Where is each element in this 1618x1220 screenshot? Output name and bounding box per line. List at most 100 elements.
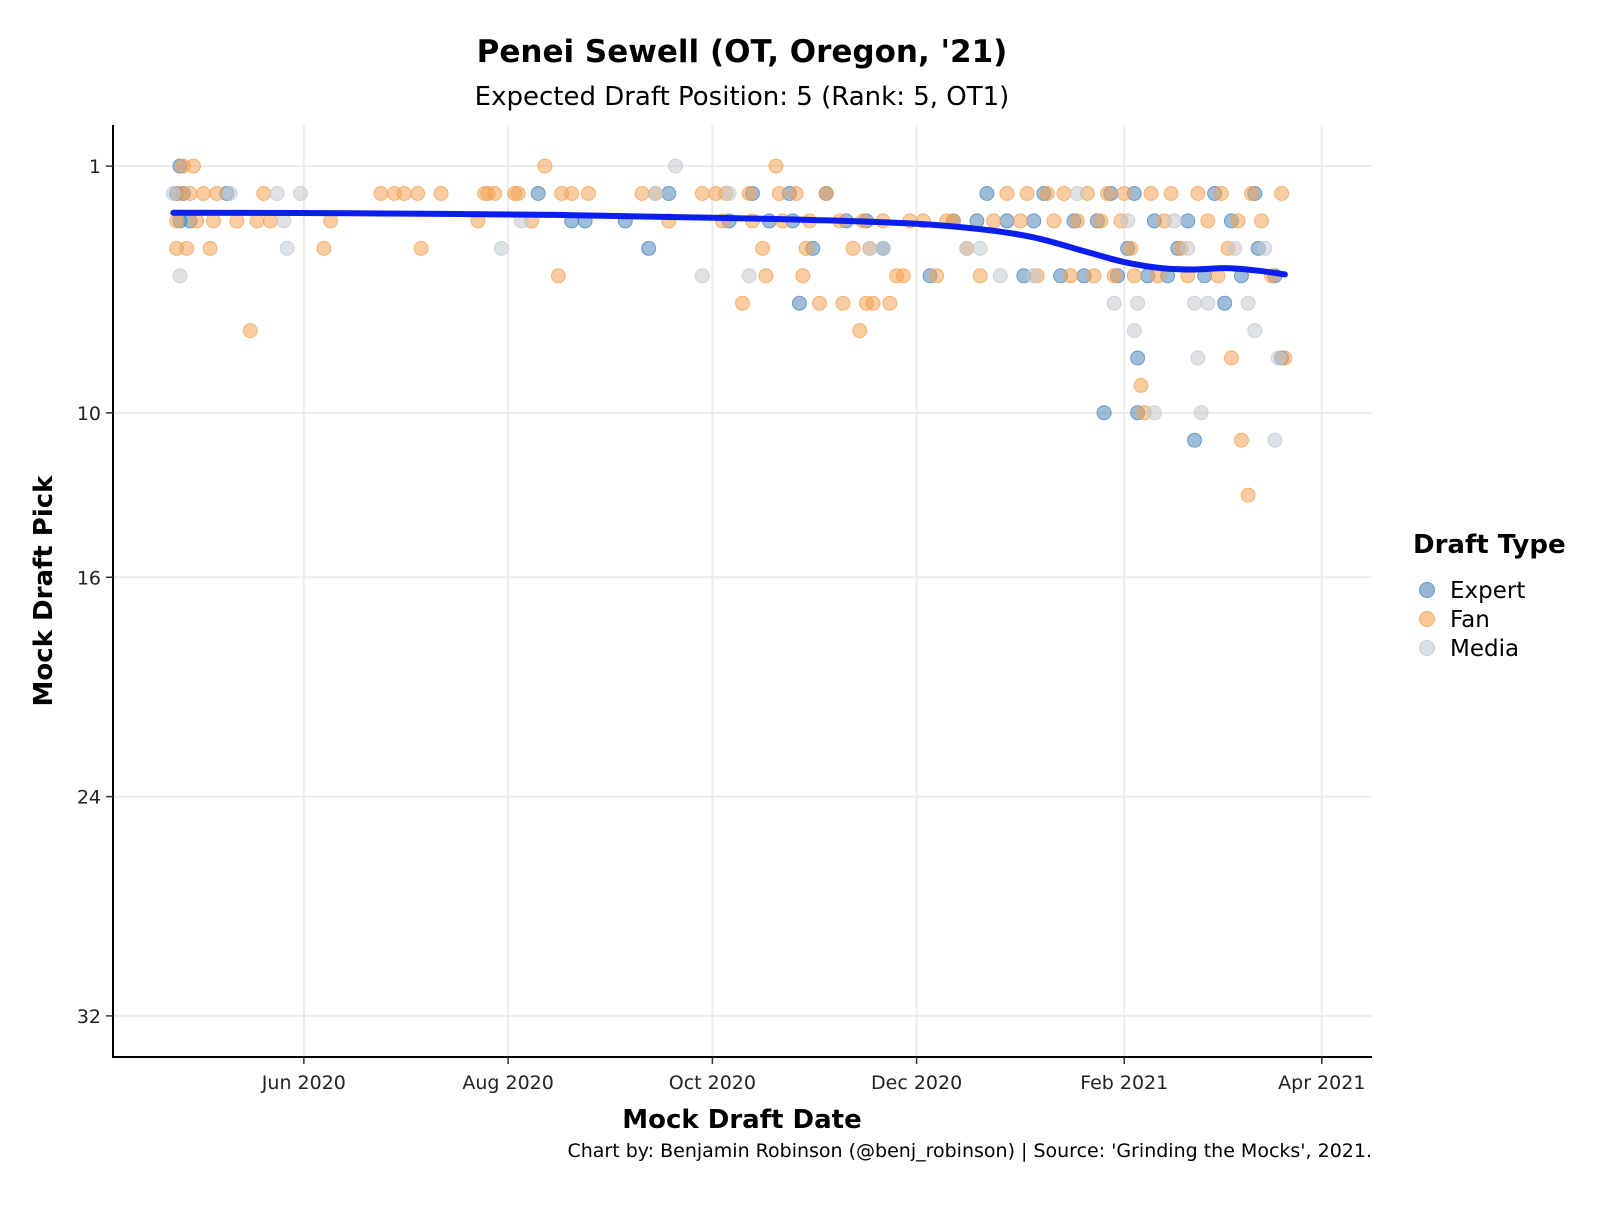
data-point-fan bbox=[1069, 213, 1085, 229]
data-point-fan bbox=[209, 186, 225, 201]
data-point-expert bbox=[641, 240, 657, 256]
data-point-media bbox=[875, 240, 891, 256]
data-point-expert bbox=[791, 295, 807, 311]
data-point-fan bbox=[202, 240, 218, 256]
data-point-media bbox=[1270, 350, 1286, 366]
data-point-fan bbox=[1100, 186, 1115, 201]
data-point-media bbox=[1120, 213, 1136, 229]
legend-swatch-expert bbox=[1419, 582, 1435, 598]
data-point-expert bbox=[1217, 295, 1233, 311]
data-point-media bbox=[293, 186, 308, 201]
data-point-media bbox=[493, 240, 509, 256]
data-point-fan bbox=[1233, 432, 1249, 448]
data-point-fan bbox=[694, 186, 710, 201]
data-point-fan bbox=[771, 186, 787, 201]
data-point-fan bbox=[1213, 186, 1229, 201]
data-point-media bbox=[222, 186, 238, 201]
data-point-fan bbox=[1223, 350, 1239, 366]
data-point-expert bbox=[1187, 432, 1202, 448]
x-tick-label: Aug 2020 bbox=[462, 1072, 554, 1094]
legend-swatch-media bbox=[1419, 640, 1435, 656]
data-point-media bbox=[1190, 350, 1206, 366]
data-point-fan bbox=[929, 268, 945, 284]
legend-swatch-fan bbox=[1419, 611, 1435, 627]
data-point-fan bbox=[865, 295, 881, 311]
x-tick-label: Apr 2021 bbox=[1278, 1072, 1365, 1094]
data-point-fan bbox=[206, 213, 221, 229]
data-point-fan bbox=[1143, 186, 1159, 201]
data-point-media bbox=[741, 268, 757, 284]
data-point-fan bbox=[229, 213, 245, 229]
data-point-fan bbox=[1086, 268, 1102, 284]
data-point-expert bbox=[1026, 213, 1042, 229]
data-point-fan bbox=[999, 186, 1015, 201]
data-point-fan bbox=[1163, 186, 1179, 201]
data-point-fan bbox=[316, 240, 332, 256]
data-point-fan bbox=[550, 268, 566, 284]
data-point-media bbox=[1180, 240, 1196, 256]
data-point-fan bbox=[537, 158, 553, 174]
data-point-media bbox=[1193, 405, 1209, 421]
data-point-fan bbox=[818, 186, 834, 201]
data-point-fan bbox=[882, 295, 898, 311]
y-tick-label: 10 bbox=[77, 403, 101, 425]
data-point-fan bbox=[741, 186, 757, 201]
data-point-media bbox=[269, 186, 285, 201]
data-point-fan bbox=[169, 213, 185, 229]
data-point-media bbox=[1240, 295, 1256, 311]
data-point-fan bbox=[262, 213, 278, 229]
data-point-fan bbox=[396, 186, 412, 201]
data-point-media bbox=[721, 186, 737, 201]
data-point-fan bbox=[581, 186, 596, 201]
data-point-fan bbox=[1200, 213, 1216, 229]
data-point-fan bbox=[1190, 186, 1206, 201]
data-point-fan bbox=[564, 186, 580, 201]
data-point-fan bbox=[1230, 213, 1246, 229]
data-points bbox=[165, 158, 1293, 503]
data-point-fan bbox=[1063, 268, 1079, 284]
data-point-fan bbox=[256, 186, 272, 201]
data-point-fan bbox=[182, 186, 198, 201]
data-point-expert bbox=[530, 186, 546, 201]
data-point-fan bbox=[242, 323, 258, 339]
legend-label-fan: Fan bbox=[1450, 607, 1490, 633]
data-point-fan bbox=[812, 295, 827, 311]
data-point-fan bbox=[1039, 186, 1055, 201]
chart-subtitle: Expected Draft Position: 5 (Rank: 5, OT1… bbox=[475, 82, 1010, 112]
data-point-fan bbox=[249, 213, 265, 229]
data-point-fan bbox=[410, 186, 426, 201]
data-point-media bbox=[694, 268, 710, 284]
y-tick-label: 24 bbox=[77, 787, 101, 809]
x-tick-label: Jun 2020 bbox=[261, 1072, 346, 1094]
data-point-media bbox=[992, 268, 1008, 284]
data-point-fan bbox=[1012, 213, 1028, 229]
data-point-fan bbox=[189, 213, 205, 229]
grid-lines bbox=[113, 125, 1372, 1057]
data-point-fan bbox=[835, 295, 851, 311]
data-point-fan bbox=[1056, 186, 1072, 201]
data-point-media bbox=[1247, 323, 1263, 339]
data-point-fan bbox=[972, 268, 988, 284]
data-point-media bbox=[1106, 295, 1122, 311]
x-axis-title: Mock Draft Date bbox=[622, 1105, 861, 1135]
data-point-fan bbox=[373, 186, 389, 201]
data-point-fan bbox=[845, 240, 861, 256]
data-point-media bbox=[1187, 295, 1202, 311]
data-point-expert bbox=[1096, 405, 1112, 421]
data-point-fan bbox=[179, 240, 195, 256]
data-point-fan bbox=[1046, 213, 1062, 229]
data-point-fan bbox=[195, 186, 211, 201]
data-point-fan bbox=[1133, 377, 1149, 393]
data-point-fan bbox=[1240, 487, 1256, 503]
data-point-expert bbox=[1130, 350, 1146, 366]
data-point-fan bbox=[1126, 268, 1142, 284]
data-point-fan bbox=[413, 240, 429, 256]
data-point-fan bbox=[1019, 186, 1035, 201]
legend-label-expert: Expert bbox=[1450, 578, 1525, 604]
legend-title: Draft Type bbox=[1413, 530, 1566, 560]
data-point-fan bbox=[788, 186, 804, 201]
data-point-media bbox=[1146, 405, 1162, 421]
series-media bbox=[165, 158, 1286, 448]
y-tick-label: 1 bbox=[89, 156, 101, 178]
data-point-media bbox=[972, 240, 988, 256]
